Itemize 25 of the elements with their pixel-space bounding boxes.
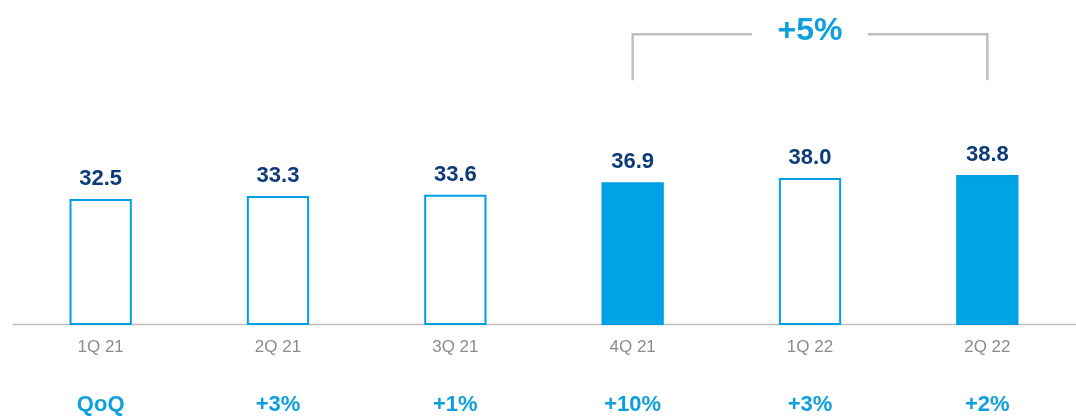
data-label: 33.3 <box>256 161 300 187</box>
bar <box>601 182 664 325</box>
x-tick-label: 2Q 21 <box>254 336 302 356</box>
bar <box>956 175 1019 325</box>
data-label: 38.8 <box>965 141 1009 166</box>
text: +1% <box>433 391 478 416</box>
data-label: 38.0 <box>788 144 832 170</box>
text: QoQ <box>76 391 125 416</box>
x-tick-label: 2Q 22 <box>964 336 1011 356</box>
x-tick-label: 3Q 21 <box>432 336 479 356</box>
text: +3% <box>255 391 301 416</box>
bar <box>778 178 842 325</box>
text: +5% <box>777 11 843 48</box>
text: +10% <box>604 391 662 416</box>
bar <box>424 194 487 325</box>
data-label: 32.5 <box>79 165 123 191</box>
x-tick-label: 1Q 22 <box>786 336 834 356</box>
data-label: 33.6 <box>433 160 477 186</box>
x-tick-label: 1Q 21 <box>77 336 124 356</box>
data-label: 36.9 <box>611 148 655 174</box>
bar <box>69 199 132 325</box>
x-tick-label: 4Q 21 <box>609 336 656 356</box>
text: +2% <box>965 391 1010 416</box>
text: +3% <box>787 391 833 416</box>
bar <box>246 195 310 325</box>
